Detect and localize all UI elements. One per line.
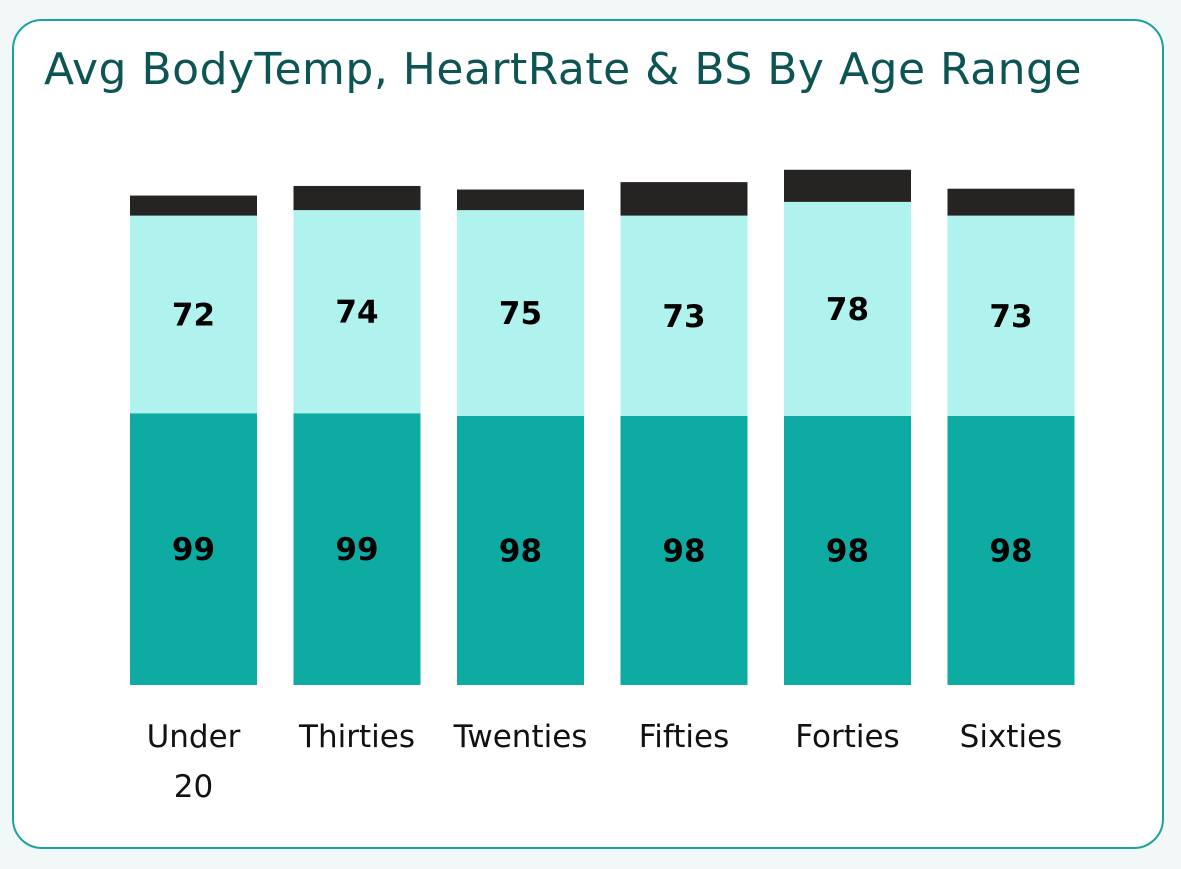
heartrate-value-label: 73 — [662, 299, 705, 335]
heartrate-segment[interactable] — [130, 215, 257, 414]
bs-segment[interactable] — [130, 195, 257, 216]
bodytemp-value-label: 98 — [499, 533, 542, 569]
heartrate-segment[interactable] — [293, 210, 421, 414]
category-label: Twenties — [453, 719, 588, 755]
bodytemp-segment[interactable] — [620, 415, 748, 685]
bodytemp-segment[interactable] — [130, 413, 257, 685]
bodytemp-segment[interactable] — [293, 413, 421, 685]
heartrate-value-label: 78 — [826, 292, 869, 328]
bodytemp-value-label: 99 — [335, 532, 378, 568]
bs-segment[interactable] — [293, 185, 421, 211]
category-label: Forties — [795, 719, 899, 755]
bodytemp-value-label: 99 — [172, 532, 215, 568]
heartrate-value-label: 74 — [335, 295, 378, 331]
bodytemp-value-label: 98 — [826, 533, 869, 569]
heartrate-value-label: 72 — [172, 297, 215, 333]
bodytemp-segment[interactable] — [947, 415, 1075, 685]
heartrate-segment[interactable] — [457, 210, 584, 416]
category-label: Sixties — [960, 719, 1063, 755]
category-label: Under 20 — [147, 719, 241, 805]
category-label: Thirties — [298, 719, 415, 755]
heartrate-value-label: 75 — [499, 296, 542, 332]
heartrate-value-label: 73 — [989, 299, 1032, 335]
category-label: Fifties — [639, 719, 730, 755]
bs-segment[interactable] — [620, 182, 748, 216]
heartrate-segment[interactable] — [947, 215, 1075, 416]
chart-title: Avg BodyTemp, HeartRate & BS By Age Rang… — [44, 44, 1082, 95]
bs-segment[interactable] — [457, 189, 584, 211]
bs-segment[interactable] — [947, 188, 1075, 216]
bs-segment[interactable] — [784, 169, 911, 202]
heartrate-segment[interactable] — [784, 201, 911, 416]
heartrate-segment[interactable] — [620, 215, 748, 416]
bodytemp-value-label: 98 — [662, 533, 705, 569]
bodytemp-segment[interactable] — [457, 415, 584, 685]
bodytemp-segment[interactable] — [784, 415, 911, 685]
bodytemp-value-label: 98 — [989, 533, 1032, 569]
